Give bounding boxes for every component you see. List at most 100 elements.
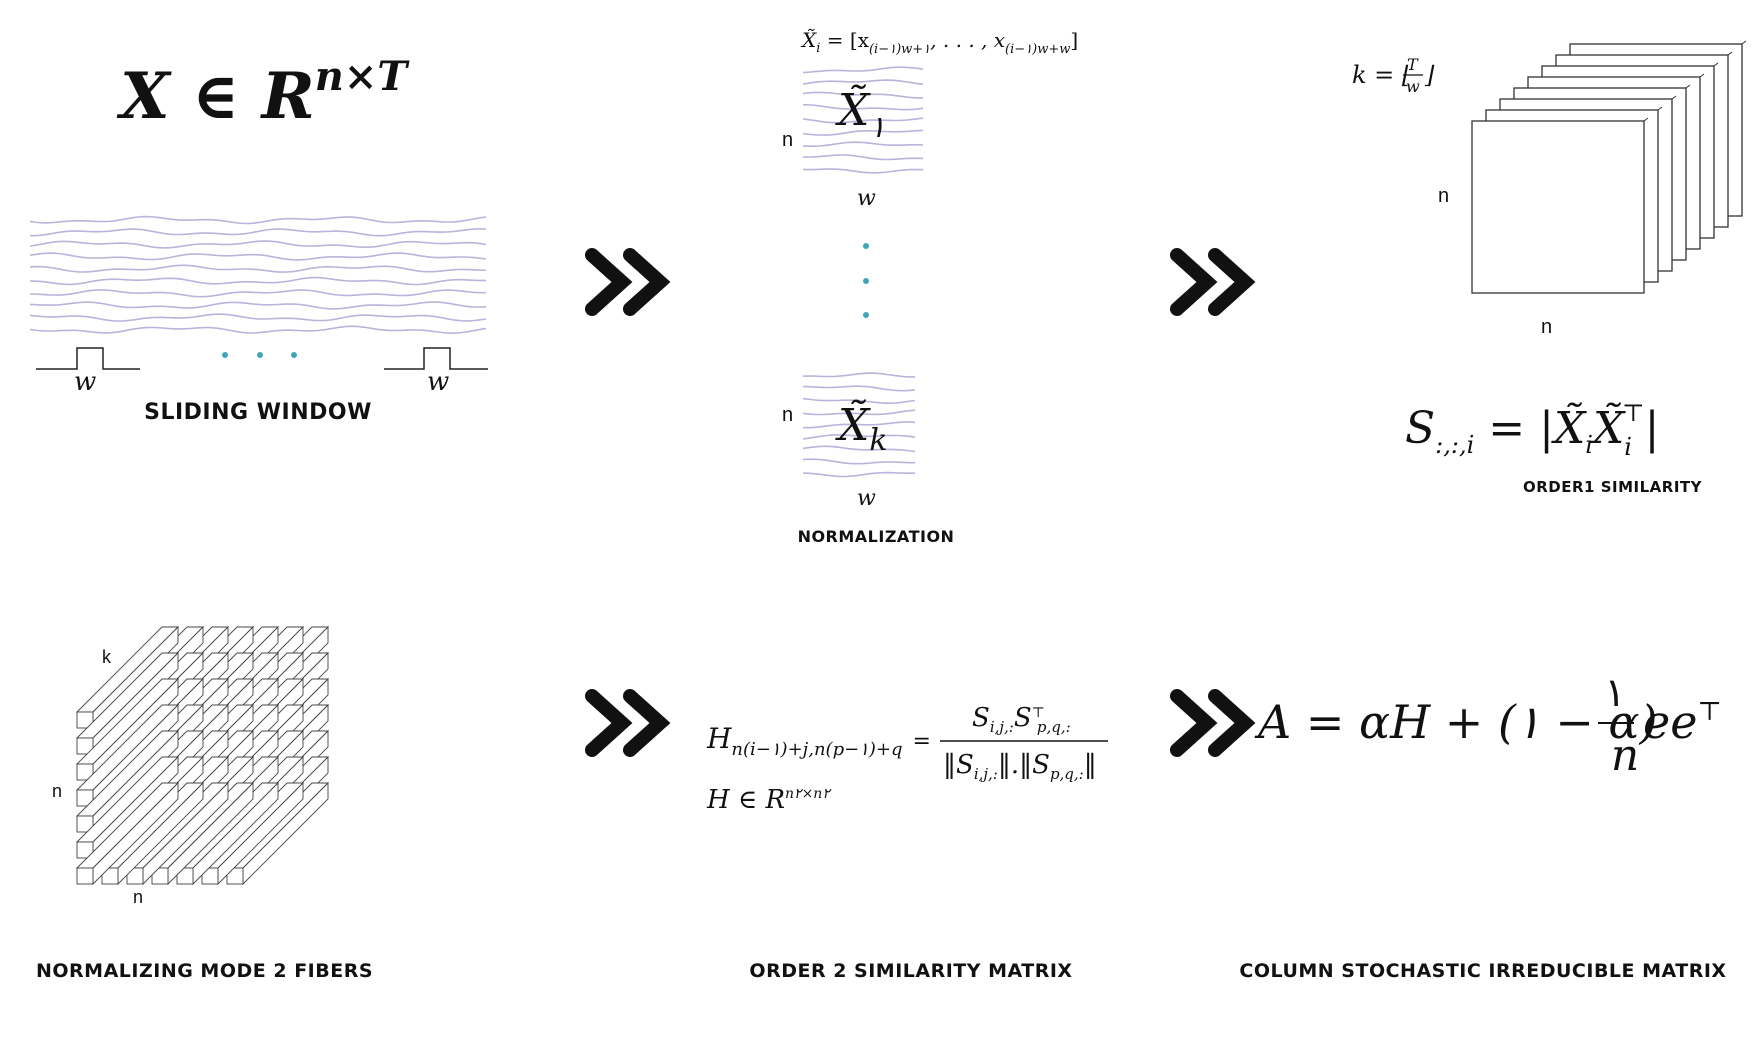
wave-line <box>802 117 924 124</box>
dot <box>863 278 869 284</box>
wave-line <box>29 252 487 261</box>
wave-line <box>29 240 487 249</box>
h-num-sub1: i,j,: <box>990 718 1014 736</box>
window-formula-mid: , . . . , x <box>930 28 1005 52</box>
order1-formula: S:,:,i = |X̃iX̃i⊤| <box>1405 399 1659 461</box>
order1-formula-sub: :,:,i <box>1435 431 1474 459</box>
block2-side-label: n <box>782 404 793 426</box>
h-space-base: H ∈ R <box>706 785 785 815</box>
final-formula-sup: ⊤ <box>1697 697 1721 727</box>
tensor-slice-edge <box>1643 117 1649 122</box>
h-definition-lhs: Hn(i−۱)+j,n(p−۱)+q = <box>706 722 931 760</box>
window-formula: X̃i = [x(i−۱)w+۱, . . . , x(i−۱)w+w] <box>800 28 1078 57</box>
chevron-icon <box>1208 689 1256 757</box>
wave-line <box>802 168 924 174</box>
window-block-1-waves <box>802 66 924 174</box>
wave-line <box>802 129 924 136</box>
h-den-end: ‖ <box>1084 750 1097 780</box>
order1-formula-sub3: i <box>1624 433 1632 461</box>
final-frac-den: n <box>1611 730 1639 781</box>
blockk-symbol: X̃k <box>835 398 888 458</box>
fiber-side-label: n <box>52 781 62 801</box>
h-space: H ∈ Rn۲×n۲ <box>706 785 832 815</box>
chevron-icon <box>585 689 633 757</box>
dot <box>222 352 228 358</box>
chevron-icon <box>1208 248 1256 316</box>
h-eq: = <box>912 729 930 754</box>
wave-line <box>29 325 487 334</box>
double-chevron-right-icon <box>1170 248 1256 316</box>
double-chevron-right-icon <box>585 248 671 316</box>
block1-symbol-x: X̃ <box>835 83 871 136</box>
dot <box>291 352 297 358</box>
final-formula-b: ee⊤ <box>1643 695 1722 749</box>
window-formula-lhs: X̃ <box>800 28 817 52</box>
order1-formula-s: S <box>1405 403 1435 454</box>
h-den-sub1: i,j,: <box>974 765 998 783</box>
wave-line <box>30 228 487 237</box>
similarity-tensor-stack <box>1471 40 1747 294</box>
chevron-icon <box>1170 248 1218 316</box>
wave-line <box>29 313 487 322</box>
wave-line <box>802 434 916 440</box>
h-num-s1: S <box>972 703 990 733</box>
wave-line <box>802 397 916 404</box>
tensor-slice-edge <box>1699 73 1705 78</box>
h-num-s2: S <box>1014 703 1032 733</box>
wave-line <box>802 154 924 161</box>
window-formula-sub: i <box>816 41 820 56</box>
tensor-slice-edge <box>1657 106 1663 111</box>
fiber-depth-label: k <box>102 647 112 667</box>
tensor-slice-edge <box>1727 51 1733 56</box>
wave-line <box>803 104 924 111</box>
h-numerator: Si,j,:S⊤ p,q,: <box>972 703 1071 736</box>
panel-normalization: X̃i = [x(i−۱)w+۱, . . . , x(i−۱)w+w] n X… <box>782 28 1078 546</box>
order1-formula-end: | <box>1645 403 1660 454</box>
window-label-right: w <box>427 367 449 397</box>
window-formula-s1: (i−۱)w+۱ <box>869 42 930 57</box>
dots-vertical <box>863 243 869 318</box>
fiber-cube <box>75 625 330 886</box>
caption-order2-similarity: ORDER 2 SIMILARITY MATRIX <box>749 960 1072 982</box>
final-formula-a: A = αH + (۱ − α) <box>1254 695 1657 749</box>
chevron-icon <box>585 248 633 316</box>
panel-final-matrix: A = αH + (۱ − α) ۱ n ee⊤ COLUMN STOCHAST… <box>1239 670 1726 982</box>
window-formula-end: ] <box>1070 28 1078 52</box>
double-chevron-right-icon <box>1170 689 1256 757</box>
double-chevron-right-icon <box>585 689 671 757</box>
h-num-sup: ⊤ <box>1032 705 1045 721</box>
h-den-s1: ‖S <box>943 750 974 780</box>
wave-line <box>30 289 486 298</box>
input-formula-base: X ∈ R <box>116 59 315 134</box>
block1-symbol: X̃۱ <box>835 83 885 145</box>
wave-line <box>802 471 916 478</box>
chevron-icon <box>623 689 671 757</box>
chevron-icon <box>623 248 671 316</box>
panel-mode2-fibers: k n n NORMALIZING MODE 2 FIBERS <box>36 625 373 982</box>
order1-formula-mid: X̃ <box>1590 401 1626 454</box>
tensor-slice-edge <box>1685 84 1691 89</box>
panel-order2-similarity: Hn(i−۱)+j,n(p−۱)+q = Si,j,:S⊤ p,q,: ‖Si,j,… <box>706 703 1108 982</box>
dot <box>257 352 263 358</box>
order1-formula-sup: ⊤ <box>1622 399 1645 427</box>
wave-line <box>802 421 916 429</box>
h-lhs: H <box>706 722 732 755</box>
fiber-bottom-label: n <box>133 887 143 907</box>
k-formula: k = ⌊ T w ⌋ <box>1352 55 1435 96</box>
wave-line <box>802 79 924 85</box>
order1-formula-sub2: i <box>1585 431 1593 459</box>
k-formula-lhs: k = ⌊ <box>1352 61 1411 89</box>
k-formula-num: T <box>1407 55 1419 74</box>
tensor-slice-edge <box>1671 95 1677 100</box>
block1-bottom-label: w <box>857 186 876 211</box>
caption-sliding-window: SLIDING WINDOW <box>144 400 372 425</box>
wave-line <box>802 458 915 465</box>
caption-mode2-fibers: NORMALIZING MODE 2 FIBERS <box>36 960 373 982</box>
h-denominator: ‖Si,j,:‖.‖Sp,q,:‖ <box>943 750 1097 783</box>
dots-horizontal <box>222 352 297 358</box>
dot <box>863 243 869 249</box>
chevron-icon <box>1170 689 1218 757</box>
h-den-mid: ‖.‖S <box>998 750 1050 780</box>
window-pulse-right <box>384 347 488 370</box>
